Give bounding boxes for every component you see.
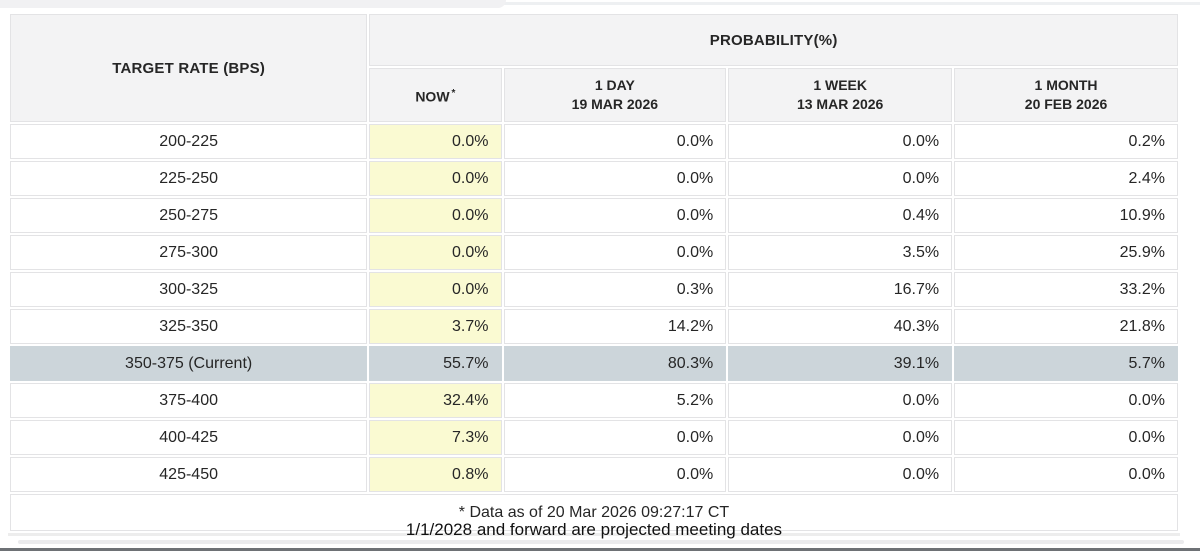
table-row: 200-225 0.0% 0.0% 0.0% 0.2% <box>10 124 1178 159</box>
prob-1day: 80.3% <box>503 346 727 381</box>
rate-probability-table: TARGET RATE (BPS) PROBABILITY(%) NOW * 1 … <box>8 12 1180 533</box>
now-label: NOW <box>415 88 450 105</box>
prob-now: 3.7% <box>369 309 502 344</box>
footnote-row: * Data as of 20 Mar 2026 09:27:17 CT <box>10 494 1178 531</box>
rate-range-label: 425-450 <box>10 457 368 492</box>
prob-1month: 25.9% <box>954 235 1178 270</box>
group-header-row: TARGET RATE (BPS) PROBABILITY(%) <box>10 14 1178 122</box>
prob-1week: 0.0% <box>728 124 953 159</box>
table-row: 275-300 0.0% 0.0% 3.5% 25.9% <box>10 235 1178 270</box>
prob-1week: 39.1% <box>728 346 953 381</box>
target-rate-header: TARGET RATE (BPS) <box>10 14 368 122</box>
prob-1month: 5.7% <box>954 346 1178 381</box>
table-row-current: 350-375 (Current) 55.7% 80.3% 39.1% 5.7% <box>10 346 1178 381</box>
table-row: 325-350 3.7% 14.2% 40.3% 21.8% <box>10 309 1178 344</box>
prob-1day: 0.3% <box>503 272 727 307</box>
prob-1day: 0.0% <box>503 198 727 233</box>
prob-1day: 5.2% <box>503 383 727 418</box>
table-row: 300-325 0.0% 0.3% 16.7% 33.2% <box>10 272 1178 307</box>
projected-dates-caption: 1/1/2028 and forward are projected meeti… <box>405 520 783 539</box>
prob-1week: 16.7% <box>728 272 953 307</box>
prob-1day: 0.0% <box>503 124 727 159</box>
rate-range-label: 200-225 <box>10 124 368 159</box>
prob-now: 0.8% <box>369 457 502 492</box>
rate-range-label: 400-425 <box>10 420 368 455</box>
prob-1month: 0.0% <box>954 383 1178 418</box>
horizontal-scrollbar[interactable] <box>18 540 1184 544</box>
column-header-now: NOW * <box>369 68 502 122</box>
probability-group-header: PROBABILITY(%) <box>369 14 1178 66</box>
prob-1month: 0.0% <box>954 457 1178 492</box>
prob-1week: 0.0% <box>728 383 953 418</box>
column-header-row: NOW * 1 DAY 19 MAR 2026 1 WEEK 13 MAR 2026 … <box>10 68 1178 122</box>
now-asterisk: * <box>451 87 456 99</box>
prob-now: 0.0% <box>369 198 502 233</box>
rate-range-label: 300-325 <box>10 272 368 307</box>
table-row: 400-425 7.3% 0.0% 0.0% 0.0% <box>10 420 1178 455</box>
prob-now: 0.0% <box>369 161 502 196</box>
prob-now: 32.4% <box>369 383 502 418</box>
prob-now: 0.0% <box>369 124 502 159</box>
prob-1week: 0.0% <box>728 161 953 196</box>
prob-1month: 0.0% <box>954 420 1178 455</box>
column-header-1month: 1 MONTH 20 FEB 2026 <box>954 68 1178 122</box>
rate-range-label: 225-250 <box>10 161 368 196</box>
prob-now: 0.0% <box>369 235 502 270</box>
prob-1month: 2.4% <box>954 161 1178 196</box>
prob-now: 55.7% <box>369 346 502 381</box>
prob-1day: 0.0% <box>503 457 727 492</box>
rate-range-label: 275-300 <box>10 235 368 270</box>
prob-1week: 0.4% <box>728 198 953 233</box>
prob-1week: 0.0% <box>728 420 953 455</box>
prob-now: 0.0% <box>369 272 502 307</box>
prob-1week: 3.5% <box>728 235 953 270</box>
prob-1day: 14.2% <box>503 309 727 344</box>
prob-1day: 0.0% <box>503 235 727 270</box>
table-row: 375-400 32.4% 5.2% 0.0% 0.0% <box>10 383 1178 418</box>
prob-1month: 0.2% <box>954 124 1178 159</box>
prob-now: 7.3% <box>369 420 502 455</box>
bottom-window-edge <box>0 548 1200 551</box>
table-row: 225-250 0.0% 0.0% 0.0% 2.4% <box>10 161 1178 196</box>
prob-1week: 0.0% <box>728 457 953 492</box>
probability-table-container: TARGET RATE (BPS) PROBABILITY(%) NOW * 1 … <box>8 12 1180 533</box>
rate-range-label: 350-375 (Current) <box>10 346 368 381</box>
prob-1month: 21.8% <box>954 309 1178 344</box>
rate-range-label: 375-400 <box>10 383 368 418</box>
prob-1month: 10.9% <box>954 198 1178 233</box>
prob-1day: 0.0% <box>503 161 727 196</box>
prob-1day: 0.0% <box>503 420 727 455</box>
column-header-1day: 1 DAY 19 MAR 2026 <box>503 68 727 122</box>
rate-range-label: 250-275 <box>10 198 368 233</box>
column-header-1week: 1 WEEK 13 MAR 2026 <box>728 68 953 122</box>
top-edge-divider <box>0 2 1200 5</box>
prob-1week: 40.3% <box>728 309 953 344</box>
top-left-panel-edge <box>0 0 506 8</box>
data-as-of-footnote: * Data as of 20 Mar 2026 09:27:17 CT <box>10 494 1178 531</box>
table-row: 250-275 0.0% 0.0% 0.4% 10.9% <box>10 198 1178 233</box>
prob-1month: 33.2% <box>954 272 1178 307</box>
table-row: 425-450 0.8% 0.0% 0.0% 0.0% <box>10 457 1178 492</box>
rate-range-label: 325-350 <box>10 309 368 344</box>
